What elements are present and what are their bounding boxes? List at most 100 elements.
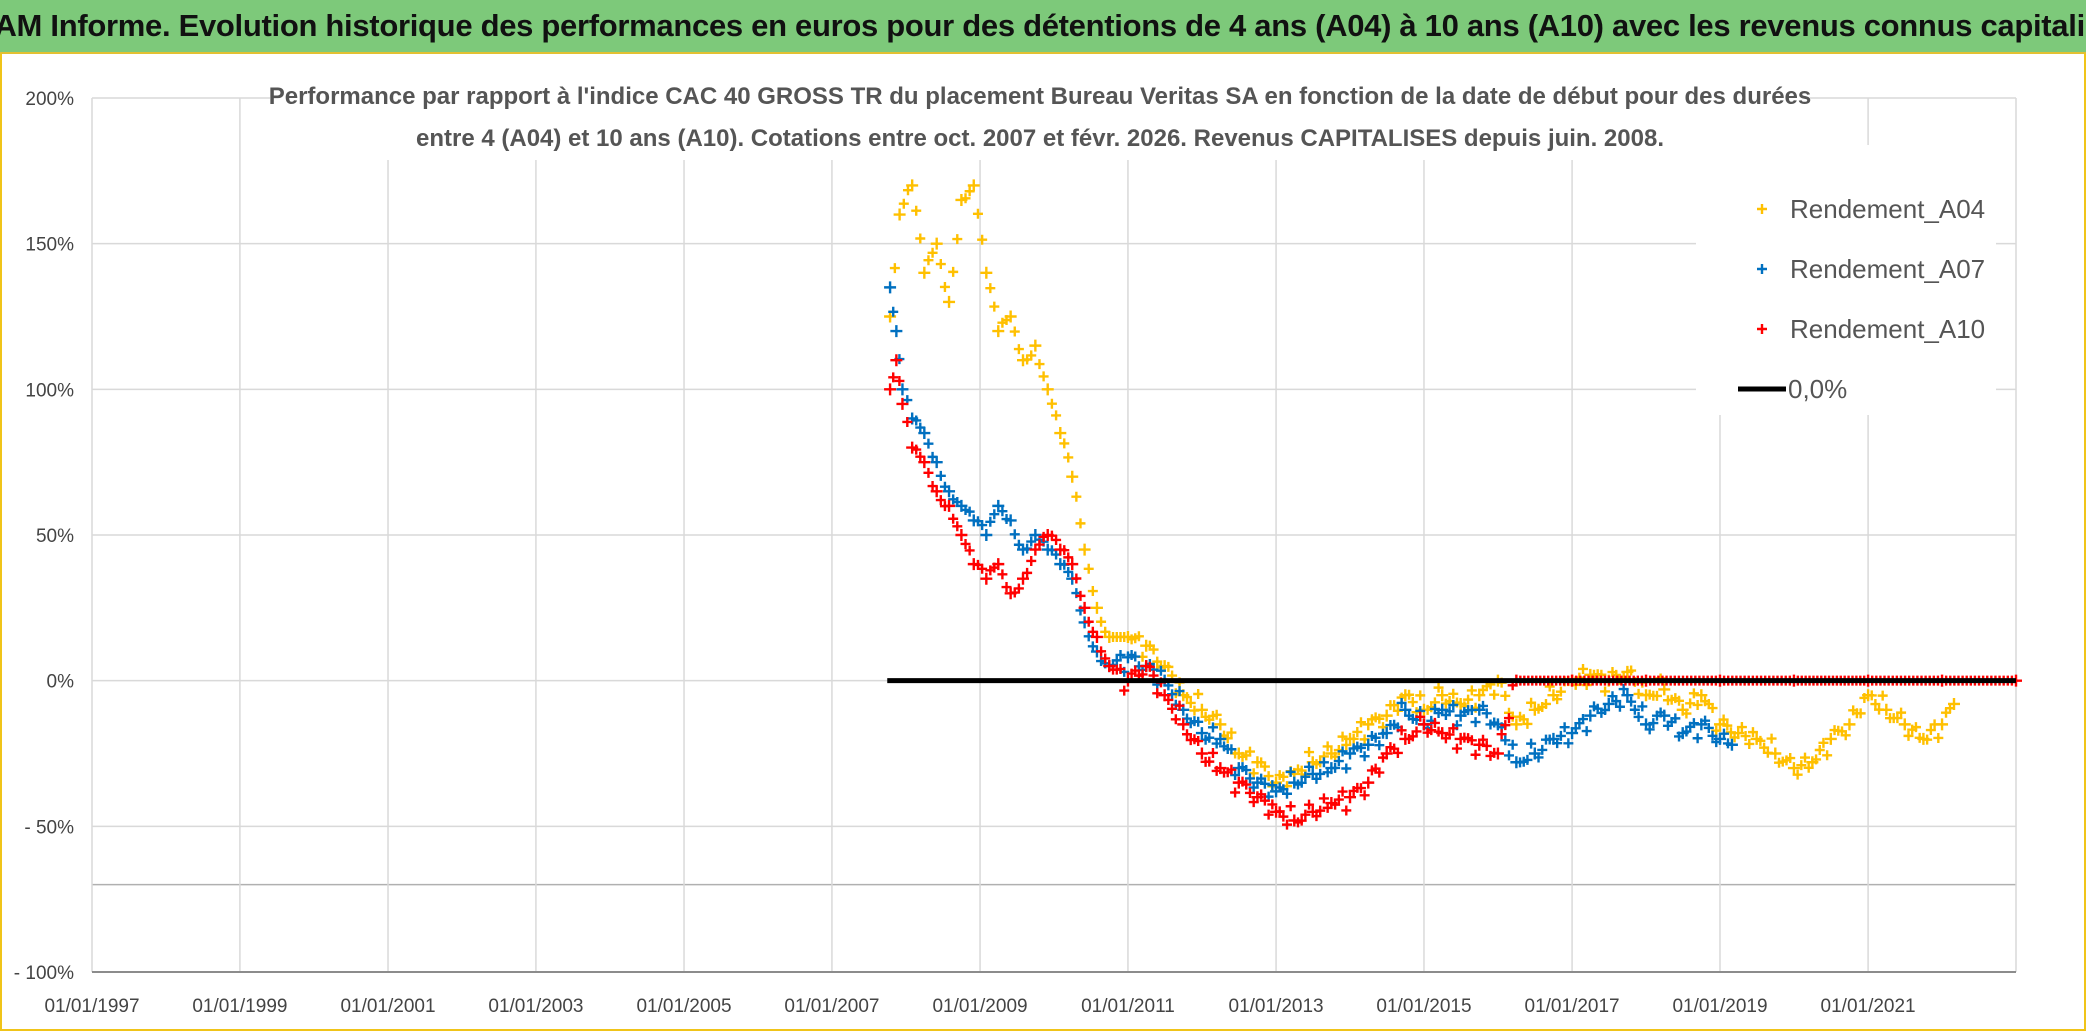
data-point [1244, 746, 1255, 757]
data-point [1814, 745, 1825, 756]
data-point [1296, 815, 1307, 826]
data-point [977, 563, 988, 574]
data-point [939, 281, 950, 292]
data-point [1491, 747, 1504, 760]
data-point [1066, 470, 1079, 483]
data-point [1214, 732, 1227, 745]
data-point [930, 237, 943, 250]
data-point [1256, 789, 1267, 800]
data-point [898, 198, 909, 209]
data-point [1322, 741, 1333, 752]
data-point [915, 233, 926, 244]
data-point [888, 372, 899, 383]
data-point [1063, 452, 1074, 463]
data-point [955, 529, 968, 541]
data-point [1785, 753, 1796, 764]
series-Rendement_A07 [884, 281, 1738, 802]
data-point [985, 516, 996, 527]
data-point [911, 205, 922, 216]
data-point [1026, 555, 1037, 566]
chart-title: Performance par rapport à l'indice CAC 4… [269, 78, 1811, 160]
data-point [1496, 729, 1507, 740]
title-background [270, 78, 1810, 160]
data-point [1578, 663, 1589, 674]
data-point [1429, 717, 1440, 728]
data-point [918, 266, 931, 279]
data-point [902, 416, 913, 427]
data-point [1330, 762, 1341, 773]
data-point [972, 208, 983, 219]
data-point [992, 499, 1005, 512]
data-point [1090, 630, 1103, 643]
data-point [1563, 738, 1574, 749]
y-tick-label: 100% [25, 380, 74, 401]
data-point [980, 266, 993, 279]
data-point [923, 255, 934, 266]
data-point [1692, 733, 1703, 744]
data-point [1170, 714, 1181, 725]
data-point [1296, 777, 1307, 788]
data-point [1473, 689, 1486, 702]
data-point [1359, 790, 1370, 801]
data-point [1071, 491, 1082, 502]
data-point [935, 470, 946, 481]
data-point [1436, 727, 1449, 740]
data-point [1204, 756, 1215, 767]
data-point [1688, 688, 1699, 699]
data-point [1163, 694, 1174, 705]
x-tick-label: 01/01/2021 [1821, 996, 1916, 1017]
data-point [1621, 689, 1634, 702]
data-point [1195, 747, 1208, 760]
data-point [1226, 744, 1237, 755]
data-point [1766, 733, 1777, 744]
data-point [1075, 518, 1086, 529]
data-point [1022, 567, 1033, 578]
data-point [1075, 590, 1086, 601]
data-point [1600, 686, 1611, 697]
data-point [1600, 705, 1611, 716]
data-point [1618, 684, 1629, 695]
data-point [1718, 728, 1729, 739]
data-point [1922, 734, 1933, 745]
data-point [1855, 708, 1866, 719]
data-point [1755, 735, 1766, 746]
data-point [1674, 695, 1685, 706]
data-point [1341, 763, 1352, 774]
data-point [1555, 686, 1566, 697]
data-point [1732, 727, 1745, 740]
data-point [1503, 750, 1514, 761]
data-point [1417, 718, 1430, 731]
legend-swatch [1757, 264, 1767, 274]
data-point [1522, 754, 1533, 765]
data-point [1226, 764, 1237, 775]
data-point [1925, 725, 1936, 736]
data-point [1769, 747, 1782, 760]
data-point [1537, 744, 1548, 755]
data-point [1051, 410, 1062, 421]
data-point [1004, 514, 1017, 527]
data-point [1380, 709, 1393, 722]
data-point [1658, 683, 1671, 696]
data-point [1026, 536, 1037, 547]
data-point [1341, 805, 1352, 816]
data-point [884, 281, 897, 294]
data-point [989, 509, 1000, 520]
data-point [1747, 727, 1758, 738]
data-point [1244, 787, 1255, 798]
legend-background [1696, 145, 1996, 415]
data-point [1337, 786, 1348, 797]
data-point [1448, 688, 1459, 699]
data-point [1274, 806, 1285, 817]
data-point [943, 295, 956, 308]
data-point [1415, 711, 1426, 722]
data-point [930, 485, 943, 498]
data-point [890, 325, 903, 338]
data-point [1155, 665, 1166, 676]
data-point [1910, 722, 1921, 733]
data-point [1078, 601, 1091, 614]
data-point [1004, 310, 1017, 323]
data-point [1017, 572, 1029, 585]
data-point [980, 529, 993, 541]
y-tick-label: 200% [25, 89, 74, 110]
